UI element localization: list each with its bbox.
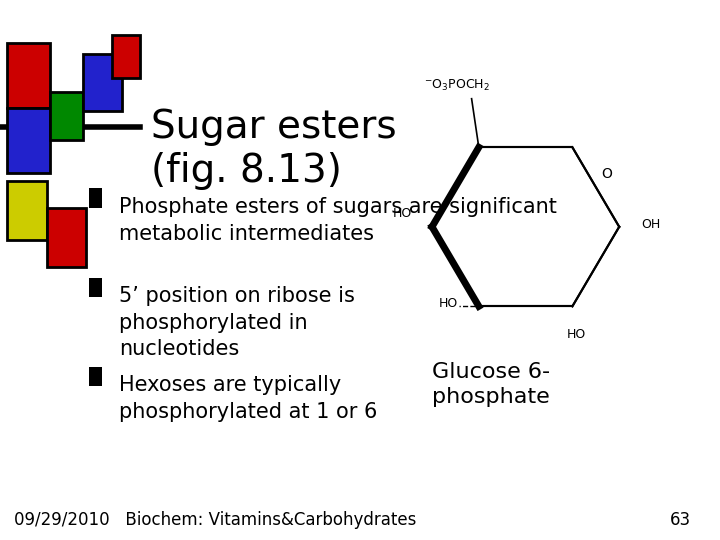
Bar xyxy=(112,35,140,78)
Bar xyxy=(89,367,102,386)
Bar xyxy=(89,278,102,297)
Text: OH: OH xyxy=(641,218,660,231)
Bar xyxy=(7,108,50,173)
Text: Glucose 6-
phosphate: Glucose 6- phosphate xyxy=(432,362,550,407)
Bar xyxy=(7,43,50,108)
Text: 5’ position on ribose is
phosphorylated in
nucleotides: 5’ position on ribose is phosphorylated … xyxy=(119,286,355,359)
Text: O: O xyxy=(601,166,612,180)
Text: Hexoses are typically
phosphorylated at 1 or 6: Hexoses are typically phosphorylated at … xyxy=(119,375,377,422)
Bar xyxy=(50,92,83,140)
Text: Phosphate esters of sugars are significant
metabolic intermediates: Phosphate esters of sugars are significa… xyxy=(119,197,557,244)
Bar xyxy=(7,181,47,240)
Text: HO: HO xyxy=(392,207,412,220)
Bar xyxy=(47,208,86,267)
Bar xyxy=(83,54,122,111)
Bar xyxy=(89,188,102,208)
Text: Sugar esters
(fig. 8.13): Sugar esters (fig. 8.13) xyxy=(151,108,397,190)
Text: HO: HO xyxy=(439,297,459,310)
Text: 63: 63 xyxy=(670,511,690,529)
Text: $^{-}$O$_3$POCH$_2$: $^{-}$O$_3$POCH$_2$ xyxy=(424,78,490,93)
Text: HO: HO xyxy=(567,328,585,341)
Text: 09/29/2010   Biochem: Vitamins&Carbohydrates: 09/29/2010 Biochem: Vitamins&Carbohydrat… xyxy=(14,511,417,529)
